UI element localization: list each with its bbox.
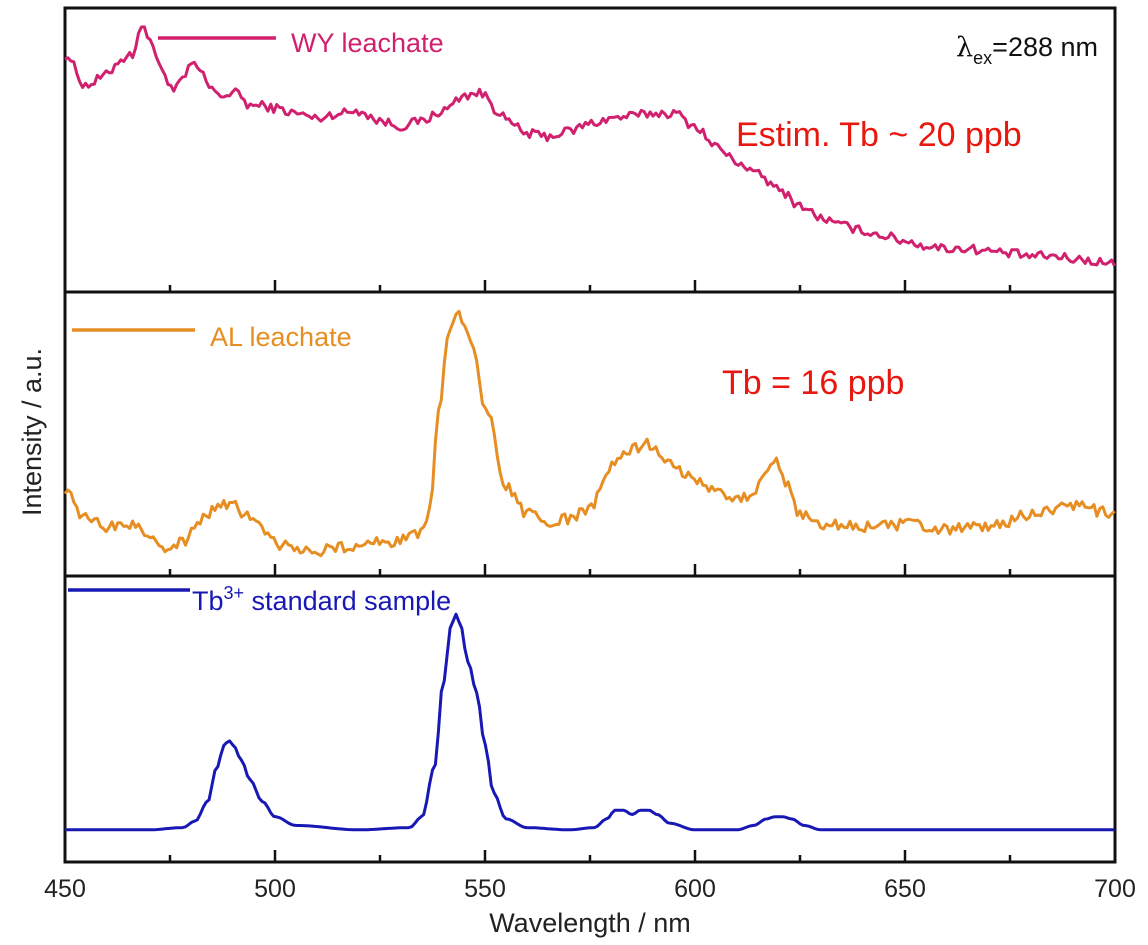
legend-label-prefix: AL leachate <box>210 322 352 352</box>
series-line <box>63 309 1116 558</box>
legend-label: Tb3+ standard sample <box>192 583 451 616</box>
legends: WY leachate AL leachate Tb3+ standard samp… <box>68 28 451 616</box>
x-tick-label: 650 <box>884 875 926 903</box>
excitation-annotation: λex=288 nm <box>956 32 1098 68</box>
x-axis-ticks: 450 500 550 600 650 700 <box>44 280 1136 903</box>
legend-label: WY leachate <box>291 28 444 58</box>
legend-label: AL leachate <box>210 322 352 352</box>
x-tick-label: 500 <box>254 875 296 903</box>
excitation-subscript: ex <box>973 48 992 68</box>
x-tick-label: 600 <box>674 875 716 903</box>
legend-label-prefix: WY leachate <box>291 28 444 58</box>
legend-label-suffix: standard sample <box>244 586 451 616</box>
x-axis-title: Wavelength / nm <box>489 908 691 938</box>
y-axis-title: Intensity / a.u. <box>17 348 47 516</box>
x-tick-label: 700 <box>1094 875 1136 903</box>
legend-label-superscript: 3+ <box>224 583 245 603</box>
series-line <box>64 25 1116 267</box>
x-tick-label: 550 <box>464 875 506 903</box>
estimate-top-annotation: Estim. Tb ~ 20 ppb <box>736 116 1022 154</box>
x-tick-label: 450 <box>44 875 86 903</box>
excitation-value: =288 nm <box>992 32 1098 62</box>
legend-label-prefix: Tb <box>192 586 224 616</box>
estimate-middle-annotation: Tb = 16 ppb <box>722 364 904 402</box>
series-lines <box>63 25 1116 832</box>
series-line <box>65 612 1115 832</box>
lambda-symbol: λ <box>956 32 973 63</box>
